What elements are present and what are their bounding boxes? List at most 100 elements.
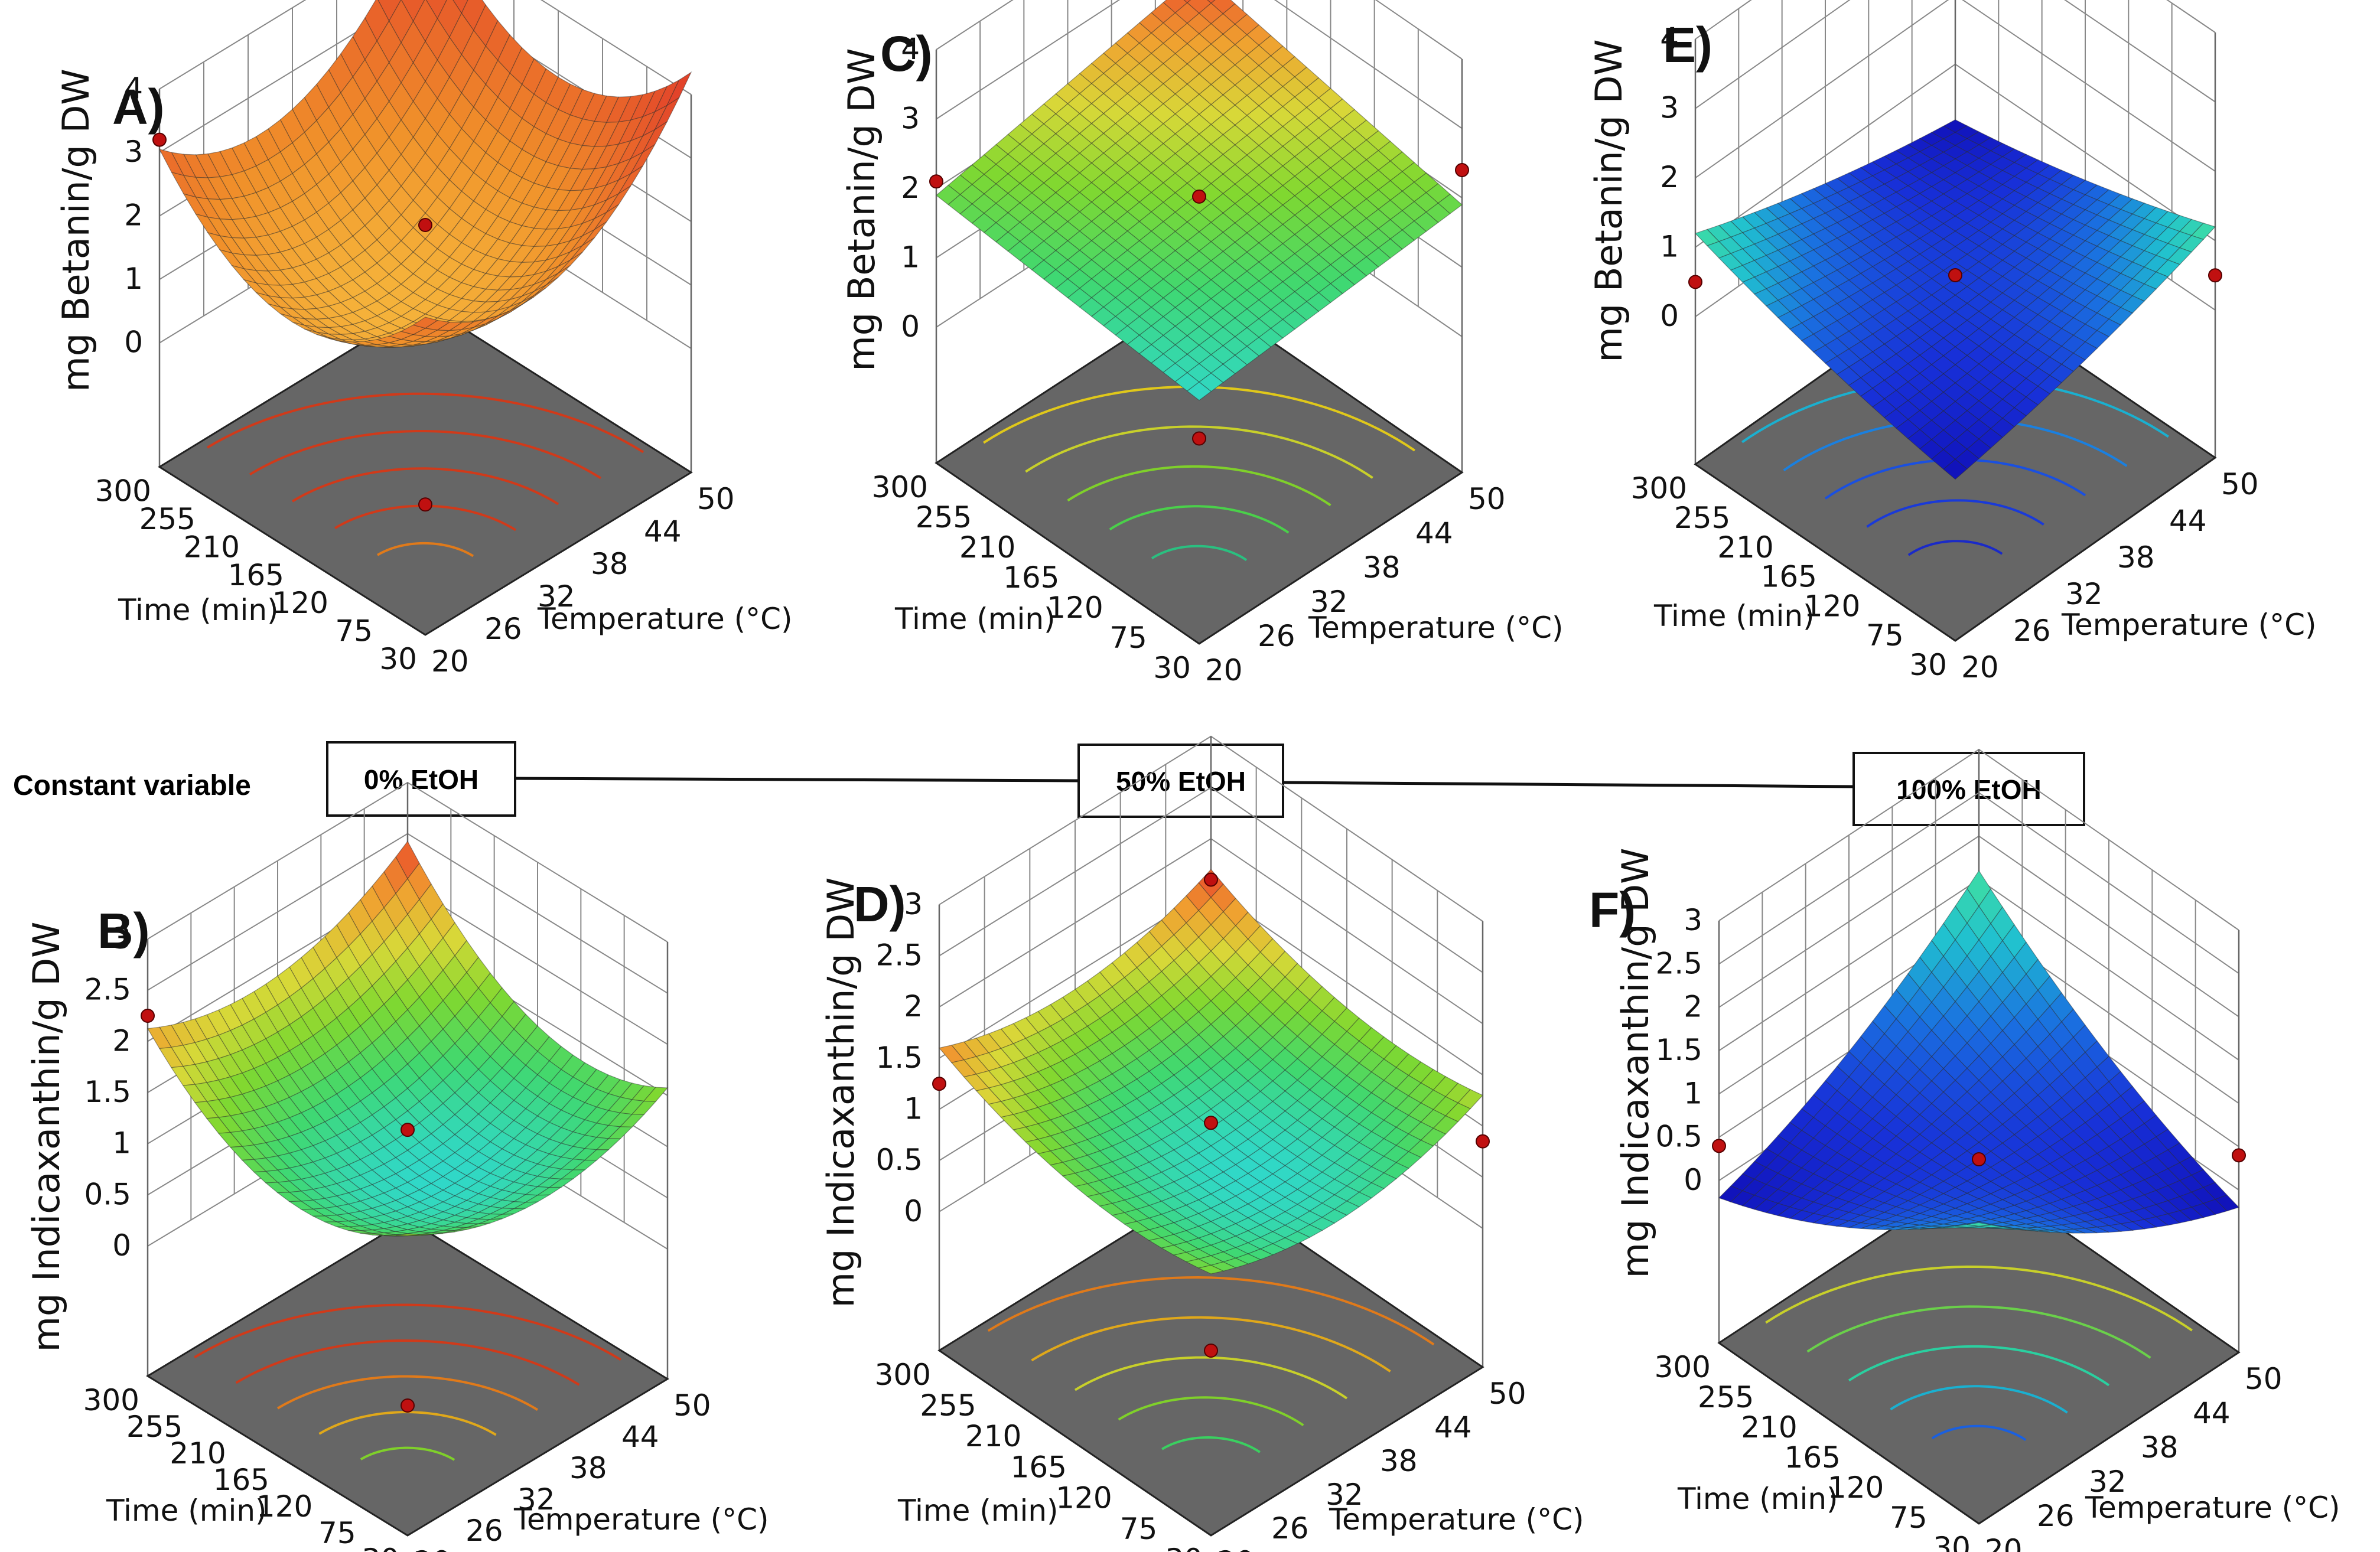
z-tick-label: 0: [1660, 299, 1679, 333]
contour-line: [987, 1276, 1435, 1346]
y-tick-label: 210: [1741, 1410, 1797, 1445]
etoh-connector-2: [1282, 781, 1854, 788]
y-tick-label: 75: [1120, 1512, 1158, 1546]
y-tick-label: 165: [1003, 560, 1059, 595]
y-axis-label: Time (min): [1677, 1482, 1838, 1516]
x-tick-label: 50: [673, 1388, 711, 1423]
x-tick-label: 32: [2065, 577, 2103, 611]
contour-line: [235, 1339, 580, 1386]
z-tick-label: 1: [124, 262, 143, 296]
panel-label: A): [112, 79, 165, 135]
y-tick-label: 30: [1909, 648, 1947, 682]
x-tick-label: 44: [1415, 516, 1453, 550]
z-tick-label: 1: [1660, 230, 1679, 264]
y-tick-label: 255: [139, 502, 196, 536]
z-tick-label: 1.5: [875, 1041, 923, 1075]
panel-label: C): [880, 26, 933, 81]
design-point: [152, 132, 167, 147]
x-tick-label: 44: [2169, 504, 2207, 538]
y-tick-label: 165: [228, 558, 284, 592]
z-tick-label: 4: [1660, 21, 1679, 56]
panel-label: F): [1589, 882, 1636, 938]
y-axis-label: Time (min): [897, 1494, 1059, 1528]
response-surface: [1694, 119, 2216, 480]
x-tick-label: 32: [1326, 1478, 1363, 1512]
z-tick-label: 2.5: [875, 938, 923, 972]
z-tick-label: 2: [904, 989, 923, 1023]
z-axis-label: mg Betanin/g DW: [54, 69, 97, 392]
y-tick-label: 120: [1056, 1481, 1112, 1515]
z-tick-label: 3: [1684, 903, 1702, 937]
design-point: [141, 1009, 155, 1023]
y-tick-label: 300: [1655, 1350, 1711, 1384]
contour-line: [206, 392, 644, 454]
response-surface: [938, 869, 1483, 1274]
y-tick-label: 255: [126, 1410, 183, 1444]
y-tick-label: 300: [872, 470, 928, 504]
z-tick-label: 0: [124, 325, 143, 360]
contour-line: [1866, 499, 2044, 528]
x-tick-label: 26: [465, 1514, 503, 1548]
y-tick-label: 210: [965, 1419, 1021, 1453]
floor-contours: [206, 392, 644, 557]
axis-walls: [1694, 0, 2216, 465]
design-point: [1712, 1139, 1726, 1153]
design-point: [418, 497, 432, 512]
z-tick-label: 1.5: [84, 1075, 131, 1109]
contour-line: [1806, 1305, 2151, 1359]
y-tick-label: 120: [256, 1489, 312, 1524]
x-tick-label: 26: [1258, 619, 1295, 653]
constant-variable-label: Constant variable: [13, 770, 251, 801]
contour-line: [1931, 1424, 2027, 1442]
etoh-label-50: 50% EtOH: [1116, 766, 1246, 797]
contour-line: [1161, 1436, 1261, 1453]
design-point: [1192, 431, 1206, 446]
x-tick-label: 44: [621, 1420, 659, 1454]
contour-line: [1907, 540, 2003, 556]
x-tick-label: 26: [2037, 1499, 2075, 1533]
z-tick-label: 0.5: [875, 1143, 923, 1177]
z-axis-label: mg Indicaxanthin/g DW: [25, 922, 68, 1352]
x-tick-label: 20: [431, 644, 469, 679]
z-tick-label: 3: [904, 887, 923, 921]
y-tick-label: 120: [272, 586, 328, 620]
z-tick-label: 2: [901, 171, 920, 205]
contour-line: [1151, 544, 1248, 562]
z-axis-label: mg Betanin/g DW: [840, 48, 883, 371]
y-tick-label: 210: [959, 530, 1015, 565]
z-tick-label: 1: [112, 1126, 131, 1160]
x-tick-label: 20: [1985, 1533, 2023, 1552]
x-tick-label: 38: [591, 547, 629, 581]
y-tick-label: 120: [1828, 1471, 1884, 1505]
contour-line: [276, 1375, 539, 1411]
y-axis-label: Time (min): [118, 593, 279, 627]
response-surface: [936, 0, 1463, 401]
panel-label: E): [1663, 17, 1712, 73]
floor-contours: [1765, 1265, 2193, 1442]
design-point: [1204, 1344, 1218, 1358]
y-tick-label: 210: [1717, 530, 1773, 565]
y-axis-label: Time (min): [106, 1494, 267, 1528]
z-tick-label: 2: [1684, 990, 1702, 1024]
x-axis-label: Temperature (°C): [1329, 1502, 1584, 1537]
etoh-box-50: [1077, 744, 1284, 818]
panel-label: B): [97, 903, 150, 958]
z-tick-label: 1: [1684, 1076, 1702, 1110]
y-tick-label: 120: [1047, 591, 1103, 625]
panel-d: 0 0.5 1 1.5 2 2.5 3 20 26 32 38 44 50 30 7512016521025…: [819, 735, 1584, 1552]
contour-line: [194, 1303, 621, 1361]
x-tick-label: 26: [484, 612, 522, 646]
z-tick-label: 0: [112, 1228, 131, 1263]
y-tick-label: 165: [1011, 1450, 1067, 1484]
z-tick-label: 3: [901, 102, 920, 136]
x-tick-label: 38: [1363, 550, 1401, 585]
y-tick-label: 300: [1631, 471, 1687, 506]
x-axis-label: Temperature (°C): [2085, 1491, 2340, 1525]
panel-f: 0 0.5 1 1.5 2 2.5 3 20 26 32 38 44 50 307512016521025…: [1589, 748, 2340, 1552]
x-axis-label: Temperature (°C): [513, 1502, 769, 1537]
y-tick-label: 255: [916, 500, 972, 534]
panels: 012342026323844503075120165210255300Temp…: [25, 0, 2340, 1552]
design-point: [1972, 1152, 1986, 1166]
